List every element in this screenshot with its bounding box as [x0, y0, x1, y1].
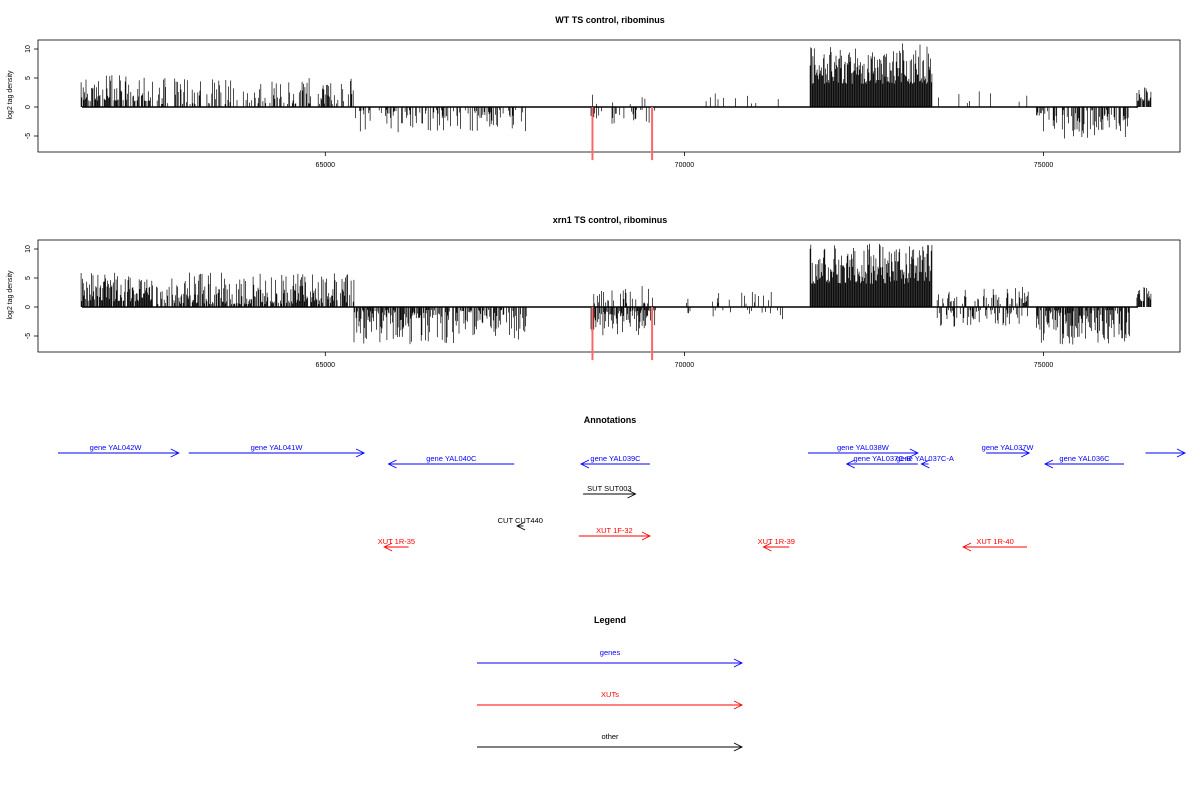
- arrow-head: [909, 448, 919, 458]
- feature-label: gene YAL040C: [426, 454, 477, 463]
- legend-items: genes XUTs other: [477, 648, 744, 752]
- arrow-head: [1020, 448, 1031, 458]
- feature-gene: gene YAL042W: [58, 443, 180, 458]
- feature-label: gene YAL037C-A: [896, 454, 954, 463]
- y-tick-label: 0: [25, 105, 32, 109]
- x-tick-label: 65000: [316, 362, 336, 369]
- legend-arrow-head: [733, 742, 744, 752]
- y-tick-label: 0: [25, 305, 32, 309]
- arrow-head: [1043, 459, 1054, 469]
- signal-bars: [80, 43, 1152, 139]
- feature-gene: gene YAL037W: [982, 443, 1035, 458]
- signal-bars: [80, 243, 1152, 345]
- arrow-head: [516, 521, 526, 531]
- legend-arrow-head: [733, 658, 744, 668]
- x-tick-label: 75000: [1034, 362, 1054, 369]
- feature-gene: [1145, 448, 1187, 458]
- feature-xut: XUT 1R-40: [962, 537, 1027, 552]
- legend-item: genes: [477, 648, 744, 668]
- x-tick-label: 70000: [675, 362, 695, 369]
- feature-gene: gene YAL041W: [188, 443, 366, 458]
- feature-gene: gene YAL037C-A: [896, 454, 954, 469]
- arrow-head: [641, 531, 651, 541]
- annotations-title: Annotations: [584, 415, 637, 425]
- arrow-head: [962, 542, 972, 552]
- x-tick-label: 70000: [675, 162, 695, 169]
- legend-item: other: [477, 732, 744, 752]
- arrow-head: [762, 542, 772, 552]
- y-tick-label: 5: [25, 76, 32, 80]
- arrow-head: [383, 542, 393, 552]
- legend-label: XUTs: [601, 690, 619, 699]
- x-tick-label: 65000: [316, 162, 336, 169]
- arrow-head: [387, 459, 397, 469]
- feature-label: gene YAL037C-B: [853, 454, 911, 463]
- feature-other: SUT SUT003: [583, 484, 637, 499]
- feature-label: XUT 1F-32: [596, 526, 633, 535]
- y-tick-label: -5: [25, 333, 32, 339]
- arrow-head: [845, 459, 855, 469]
- feature-gene: gene YAL038W: [808, 443, 919, 458]
- legend-arrow-head: [733, 700, 744, 710]
- plot-frame: [37, 39, 1181, 153]
- x-tick-label: 75000: [1034, 162, 1054, 169]
- feature-gene: gene YAL040C: [387, 454, 515, 469]
- feature-label: XUT 1R-39: [758, 537, 795, 546]
- feature-label: gene YAL036C: [1059, 454, 1110, 463]
- feature-label: gene YAL042W: [90, 443, 143, 452]
- arrow-head: [579, 459, 590, 469]
- feature-label: gene YAL041W: [251, 443, 304, 452]
- y-axis-label: log2 tag density: [7, 270, 14, 320]
- arrow-head: [627, 489, 637, 499]
- panel-title: xrn1 TS control, ribominus: [553, 215, 668, 225]
- feature-label: gene YAL038W: [837, 443, 890, 452]
- legend-item: XUTs: [477, 690, 744, 710]
- y-tick-label: -5: [25, 133, 32, 139]
- annotations-track: Annotations gene YAL042W gene YAL041Wgene…: [58, 415, 1187, 552]
- legend-title: Legend: [594, 615, 626, 625]
- feature-gene: gene YAL039C: [579, 454, 650, 469]
- legend: Legend genes XUTs other: [477, 615, 744, 752]
- feature-xut: XUT 1F-32: [578, 526, 651, 541]
- highlight-bars: [591, 307, 654, 361]
- feature-label: SUT SUT003: [587, 484, 631, 493]
- panel-wt-ts-control: WT TS control, ribominus log2 tag densit…: [7, 15, 1181, 169]
- feature-label: CUT CUT440: [498, 516, 543, 525]
- feature-label: gene YAL037W: [982, 443, 1035, 452]
- legend-label: genes: [600, 648, 621, 657]
- feature-label: gene YAL039C: [590, 454, 641, 463]
- feature-label: XUT 1R-35: [378, 537, 415, 546]
- panel-title: WT TS control, ribominus: [555, 15, 665, 25]
- arrow-head: [920, 459, 930, 469]
- plot-frame: [37, 239, 1181, 353]
- legend-label: other: [601, 732, 619, 741]
- highlight-bars: [591, 107, 654, 161]
- feature-xut: XUT 1R-39: [758, 537, 795, 552]
- feature-gene: gene YAL037C-B: [845, 454, 918, 469]
- arrow-head: [1176, 448, 1187, 458]
- annotation-features: gene YAL042W gene YAL041W gene YAL040C gene…: [58, 443, 1187, 552]
- feature-xut: XUT 1R-35: [378, 537, 415, 552]
- y-axis-label: log2 tag density: [7, 70, 14, 120]
- panel-xrn1-ts-control: xrn1 TS control, ribominus log2 tag dens…: [7, 215, 1181, 369]
- feature-other: CUT CUT440: [498, 516, 543, 531]
- feature-label: XUT 1R-40: [976, 537, 1013, 546]
- y-tick-label: 10: [25, 45, 32, 53]
- y-tick-label: 5: [25, 276, 32, 280]
- axes: 65000 70000 75000 -5 0 5 10: [25, 45, 1053, 169]
- arrow-head: [355, 448, 366, 458]
- axes: 65000 70000 75000 -5 0 5 10: [25, 245, 1053, 369]
- arrow-head: [170, 448, 180, 458]
- feature-gene: gene YAL036C: [1043, 454, 1124, 469]
- y-tick-label: 10: [25, 245, 32, 253]
